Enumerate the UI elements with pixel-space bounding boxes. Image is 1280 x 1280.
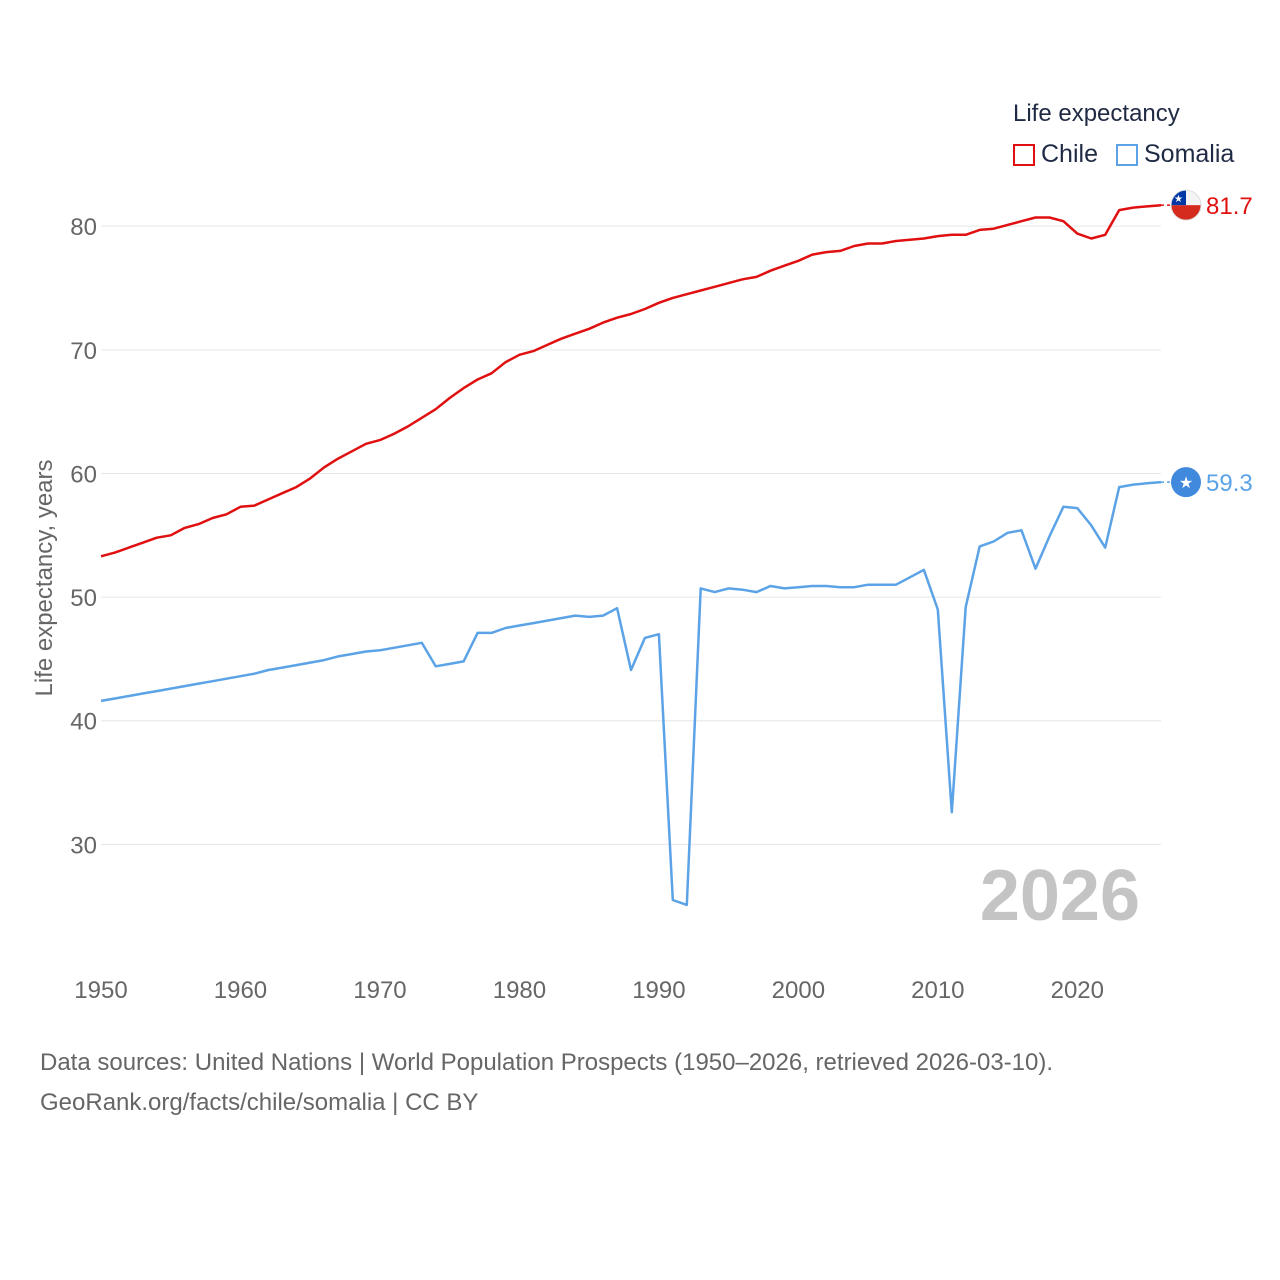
legend-title: Life expectancy xyxy=(1013,100,1180,127)
x-tick-label: 1960 xyxy=(214,977,267,1004)
legend-item-chile[interactable]: Chile xyxy=(1013,140,1098,169)
end-value-somalia: 59.3 xyxy=(1206,470,1253,497)
x-tick-label: 2000 xyxy=(772,977,825,1004)
x-tick-label: 1970 xyxy=(353,977,406,1004)
grid-lines xyxy=(101,225,1161,845)
source-line-1: Data sources: United Nations | World Pop… xyxy=(40,1049,1054,1076)
y-tick-label: 50 xyxy=(70,585,97,612)
y-axis-ticks: 30 40 50 60 70 80 xyxy=(70,214,97,859)
svg-text:★: ★ xyxy=(1174,194,1183,205)
x-axis-ticks: 1950 1960 1970 1980 1990 2000 2010 2020 xyxy=(74,977,1104,1004)
x-tick-label: 1980 xyxy=(493,977,546,1004)
legend-label-chile: Chile xyxy=(1041,140,1098,168)
somalia-flag-icon: ★ xyxy=(1171,467,1201,498)
y-tick-label: 30 xyxy=(70,832,97,859)
x-tick-label: 1990 xyxy=(632,977,685,1004)
legend-item-somalia[interactable]: Somalia xyxy=(1115,140,1235,169)
legend-swatch-chile xyxy=(1013,143,1035,166)
legend-items: Chile Somalia xyxy=(1013,140,1234,169)
y-tick-label: 40 xyxy=(70,709,97,736)
x-tick-label: 1950 xyxy=(74,977,127,1004)
legend-label-somalia: Somalia xyxy=(1143,140,1235,168)
series-line-somalia xyxy=(100,480,1162,907)
y-axis-label: Life expectancy, years xyxy=(31,459,58,696)
legend-swatch-somalia xyxy=(1115,143,1138,166)
chile-flag-icon: ★ xyxy=(1170,189,1202,221)
x-tick-label: 2020 xyxy=(1051,977,1104,1004)
year-watermark: 2026 xyxy=(980,856,1140,936)
x-tick-label: 2010 xyxy=(911,977,964,1004)
source-note: Data sources: United Nations | World Pop… xyxy=(40,1043,1053,1123)
series-lines xyxy=(100,203,1162,907)
series-line-chile xyxy=(100,203,1162,558)
source-line-2[interactable]: GeoRank.org/facts/chile/somalia | CC BY xyxy=(40,1089,479,1116)
y-tick-label: 70 xyxy=(70,338,97,365)
legend: Life expectancy Chile Somalia xyxy=(1013,100,1234,169)
y-tick-label: 60 xyxy=(70,461,97,488)
series-endpoints: ★ 81.7 ★ 59.3 xyxy=(1161,189,1253,498)
end-value-chile: 81.7 xyxy=(1206,193,1253,220)
y-tick-label: 80 xyxy=(70,214,97,241)
svg-text:★: ★ xyxy=(1179,473,1193,492)
life-expectancy-chart: 30 40 50 60 70 80 1950 1960 1970 1980 1990 2000 201… xyxy=(31,189,1253,1004)
